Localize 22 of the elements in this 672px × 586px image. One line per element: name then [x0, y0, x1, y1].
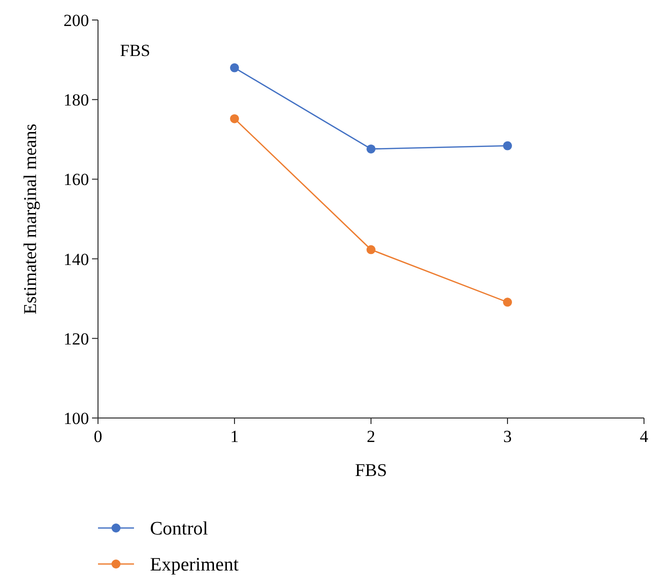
x-tick-label: 0	[94, 427, 102, 446]
x-tick-label: 2	[366, 427, 376, 446]
point	[230, 63, 239, 72]
y-tick-label: 160	[64, 170, 89, 190]
y-tick-label: 200	[64, 10, 89, 30]
legend-label: Control	[150, 518, 208, 540]
x-tick-label: 1	[230, 427, 239, 446]
y-tick-label: 180	[64, 90, 89, 110]
x-tick-label: 4	[640, 427, 649, 446]
annotation: FBS	[120, 41, 150, 60]
legend-label: Experiment	[150, 554, 240, 576]
point	[503, 141, 512, 150]
point	[366, 144, 376, 154]
y-tick-label: 140	[64, 250, 89, 269]
y-tick-label: 100	[64, 408, 89, 428]
point	[230, 114, 239, 124]
x-tick-label: 3	[503, 427, 512, 446]
y-tick-label: 120	[64, 329, 89, 348]
point	[503, 298, 512, 307]
point	[366, 245, 376, 254]
x-axis-title: FBS	[354, 460, 388, 480]
y-axis-title: Estimated marginal means	[20, 124, 40, 314]
